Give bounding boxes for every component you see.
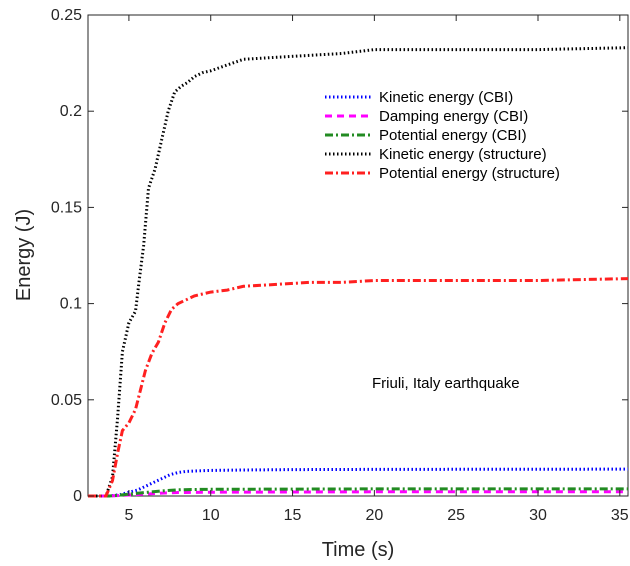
legend-label-2: Potential energy (CBI) [379,127,527,144]
y-tick-label: 0 [73,488,82,505]
series-line-3 [88,46,629,498]
y-axis-title: Energy (J) [13,209,35,301]
y-tick-label: 0.2 [60,103,82,120]
legend-label-1: Damping energy (CBI) [379,108,528,125]
y-tick-label: 0.15 [51,199,82,216]
y-tick-label: 0.25 [51,7,82,24]
x-tick-label: 30 [529,507,547,524]
legend-label-4: Potential energy (structure) [379,165,560,182]
x-tick-label: 35 [611,507,629,524]
x-tick-label: 20 [365,507,383,524]
axes-layer: 5 10 15 20 25 30 35 0 0.05 0.1 0.15 0.2 0.25 [51,7,629,524]
x-tick-label: 15 [284,507,302,524]
chart-annotation: Friuli, Italy earthquake [372,375,520,392]
x-axis-title: Time (s) [322,539,395,561]
x-tick-label: 10 [202,507,220,524]
x-tick-label: 5 [124,507,133,524]
y-tick-label: 0.1 [60,296,82,313]
legend: Kinetic energy (CBI) Damping energy (CBI)… [325,89,560,182]
series-line-2 [88,487,628,498]
x-tick-label: 25 [447,507,465,524]
plot-area [87,14,629,497]
legend-label-0: Kinetic energy (CBI) [379,89,513,106]
series-line-4 [88,277,629,498]
legend-label-3: Kinetic energy (structure) [379,146,547,163]
y-tick-label: 0.05 [51,392,82,409]
